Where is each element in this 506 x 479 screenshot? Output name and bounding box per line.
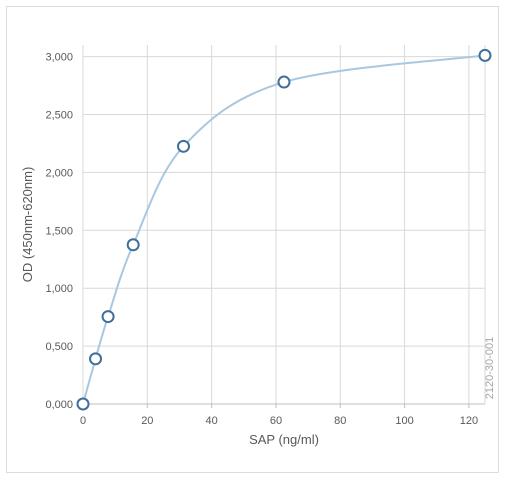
axis-layer	[82, 45, 485, 408]
data-point	[89, 352, 103, 366]
y-tick-label: 3,000	[45, 52, 73, 64]
series-points	[76, 48, 492, 411]
x-tick-label: 60	[270, 415, 282, 427]
x-tick-label: 0	[80, 415, 86, 427]
x-axis-title: SAP (ng/ml)	[249, 432, 319, 447]
y-tick-label: 1,500	[45, 225, 73, 237]
x-tick-label: 120	[460, 415, 478, 427]
watermark-label: 2120-30-001	[484, 337, 496, 399]
y-tick-label: 2,000	[45, 167, 73, 179]
data-point	[126, 238, 140, 252]
data-point	[76, 397, 90, 411]
x-tick-label: 40	[206, 415, 218, 427]
y-tick-label: 0,000	[45, 399, 73, 411]
data-point	[101, 310, 115, 324]
data-point	[478, 48, 492, 62]
y-tick-label: 1,000	[45, 283, 73, 295]
x-tick-label: 100	[395, 415, 413, 427]
tick-labels: 0 20 40 60 80 100 120 0,000 0,500 1,000 1,500 2,000…	[45, 52, 478, 427]
chart-frame	[6, 6, 499, 473]
x-tick-label: 20	[141, 415, 153, 427]
y-tick-label: 2,500	[45, 109, 73, 121]
data-point	[177, 139, 190, 153]
data-point	[277, 75, 291, 89]
y-axis-title: OD (450nm-620nm)	[20, 167, 35, 283]
x-tick-label: 80	[334, 415, 346, 427]
y-tick-label: 0,500	[45, 341, 73, 353]
grid-layer	[83, 45, 486, 404]
series-curve	[82, 54, 486, 405]
